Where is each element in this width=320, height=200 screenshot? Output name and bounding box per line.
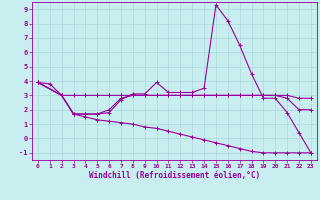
X-axis label: Windchill (Refroidissement éolien,°C): Windchill (Refroidissement éolien,°C) (89, 171, 260, 180)
